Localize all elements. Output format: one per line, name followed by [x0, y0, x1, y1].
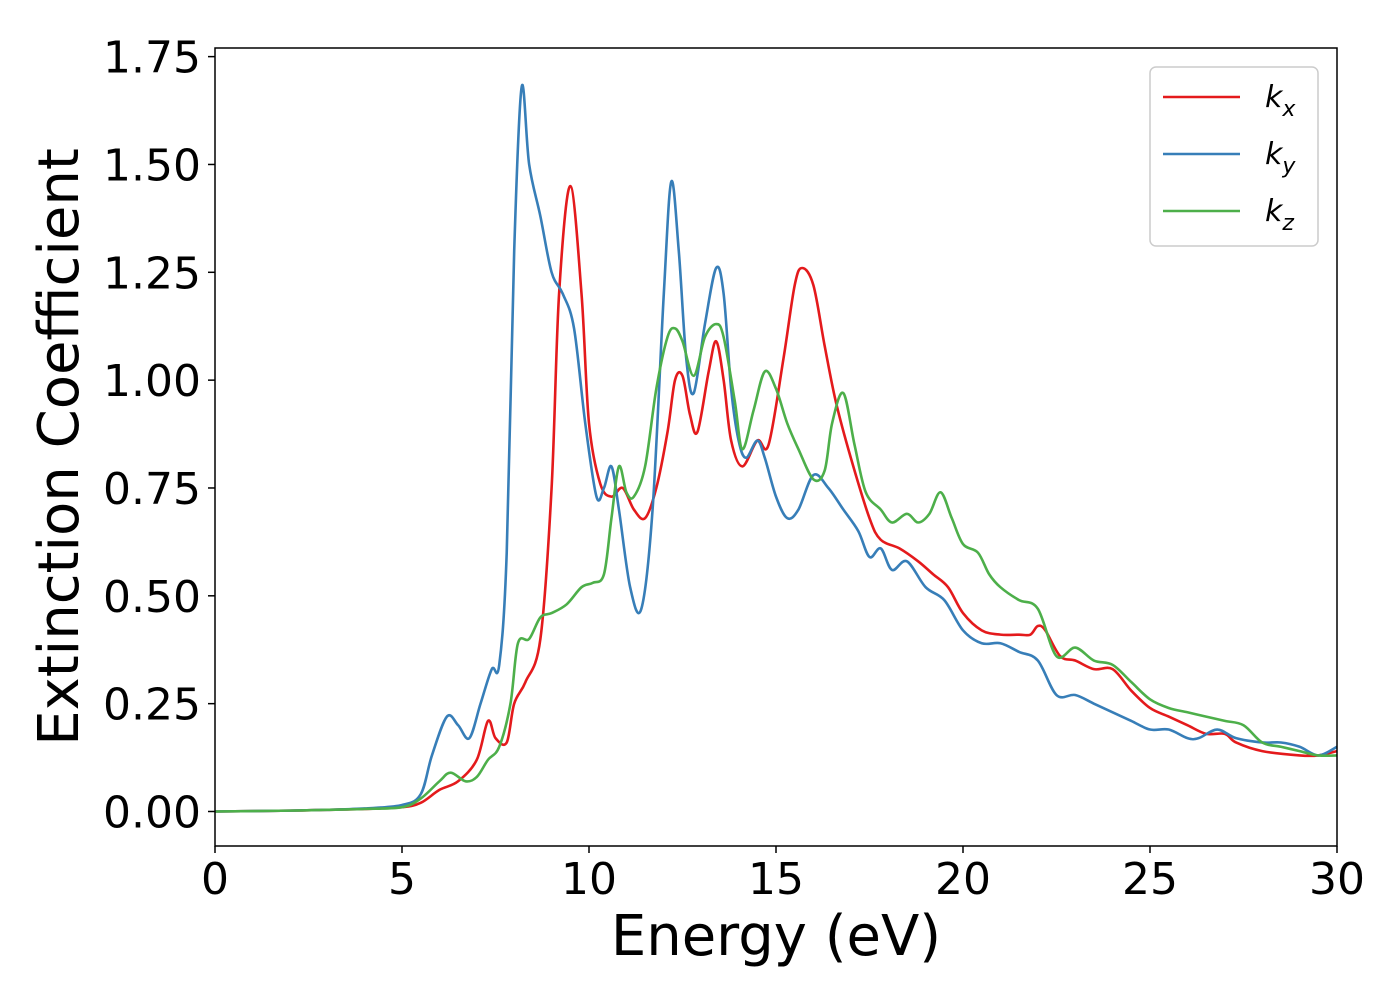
legend-label-kx: kx	[1265, 80, 1296, 122]
legend-label-subscript: x	[1281, 97, 1296, 122]
legend-label-base: k	[1265, 137, 1284, 172]
y-tick-label: 0.00	[103, 787, 201, 838]
series-line-ky	[215, 83, 1337, 813]
y-tick-label: 0.75	[103, 464, 201, 515]
x-tick-label: 30	[1309, 854, 1365, 905]
series-layer	[215, 83, 1337, 813]
x-tick-label: 25	[1122, 854, 1178, 905]
x-tick-label: 15	[748, 854, 804, 905]
y-axis: 0.00 0.25 0.50 0.75 1.00 1.25 1.50 1.75	[103, 33, 215, 838]
y-tick-label: 1.75	[103, 33, 201, 84]
legend-label-base: k	[1265, 194, 1284, 229]
y-tick-label: 1.00	[103, 356, 201, 407]
legend-box	[1149, 66, 1319, 247]
x-axis: 0 5 10 15 20 25 30	[201, 846, 1365, 905]
x-tick-label: 0	[201, 854, 229, 905]
legend-label-subscript: y	[1281, 154, 1296, 179]
y-tick-label: 0.50	[103, 572, 201, 623]
y-axis-title: Extinction Coefficient	[27, 148, 92, 746]
x-tick-label: 5	[388, 854, 416, 905]
series-line-kz	[215, 322, 1337, 813]
legend-label-kz: kz	[1265, 194, 1294, 236]
x-tick-label: 10	[561, 854, 617, 905]
x-axis-title: Energy (eV)	[611, 904, 941, 969]
y-tick-label: 1.50	[103, 140, 201, 191]
y-tick-label: 0.25	[103, 680, 201, 731]
series-line-kx	[215, 184, 1337, 813]
y-tick-label: 1.25	[103, 248, 201, 299]
legend-label-subscript: z	[1281, 211, 1294, 236]
legend-label-base: k	[1265, 80, 1284, 115]
x-tick-label: 20	[935, 854, 991, 905]
legend-label-ky: ky	[1265, 137, 1296, 179]
